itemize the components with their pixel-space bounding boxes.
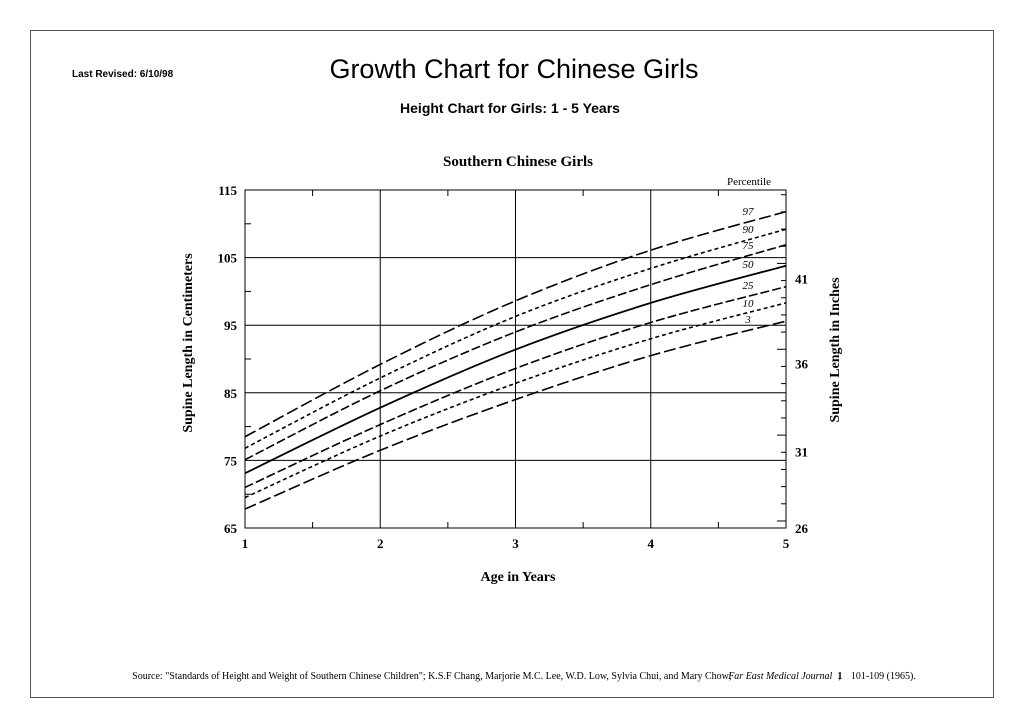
series-line-p97	[244, 210, 787, 438]
series-label-p3: 3	[744, 314, 751, 326]
x-tick-label: 4	[648, 536, 655, 551]
y-axis-label: Supine Length in Centimeters	[181, 253, 196, 433]
chart-title: Southern Chinese Girls	[443, 154, 593, 170]
source-journal: Far East Medical Journal	[728, 671, 833, 682]
x-axis-label: Age in Years	[481, 570, 556, 585]
series-label-p75: 75	[743, 240, 755, 252]
source-volume: 1	[837, 671, 843, 682]
x-tick-label: 3	[512, 536, 519, 551]
y-tick-label: 95	[224, 318, 238, 333]
source-text: Source: "Standards of Height and Weight …	[126, 671, 916, 682]
y-tick-label: 85	[224, 386, 238, 401]
last-revised: Last Revised: 6/10/98	[72, 69, 174, 80]
source-sep: ,	[838, 671, 844, 682]
x-tick-label: 2	[377, 536, 384, 551]
page-subtitle: Height Chart for Girls: 1 - 5 Years	[0, 100, 1024, 116]
y2-tick-label: 41	[795, 272, 808, 287]
y2-axis-label: Supine Length in Inches	[828, 277, 843, 423]
source-prefix: Source: "Standards of Height and Weight …	[132, 671, 735, 682]
series-label-p90: 90	[743, 224, 755, 236]
x-tick-label: 5	[783, 536, 790, 551]
page-title-text: Growth Chart for Chinese Girls	[329, 54, 699, 84]
legend-title: Percentile	[727, 176, 771, 188]
y-tick-label: 105	[218, 251, 238, 266]
series-line-p75	[244, 243, 787, 461]
x-tick-label: 1	[242, 536, 249, 551]
series-line-p3	[244, 320, 787, 510]
series-label-p25: 25	[743, 280, 755, 292]
plot-area: 1 2 3 4 5 65 75 85 95 105 115 26 31 36 41 97 90 75 50 25 10 3	[218, 183, 809, 551]
y-tick-label: 115	[218, 183, 237, 198]
series-line-p10	[244, 302, 787, 499]
y2-tick-label: 36	[795, 357, 809, 372]
series-line-p50	[244, 264, 787, 475]
series-label-p10: 10	[743, 298, 755, 310]
page-subtitle-text: Height Chart for Girls: 1 - 5 Years	[400, 100, 620, 116]
y2-tick-label: 26	[795, 521, 809, 536]
y-tick-label: 75	[224, 453, 238, 468]
y-tick-label: 65	[224, 521, 238, 536]
series-label-p50: 50	[743, 259, 755, 271]
page-frame	[30, 30, 994, 698]
series-line-p25	[244, 285, 787, 489]
source-citation: Source: "Standards of Height and Weight …	[0, 671, 1024, 682]
page-title: Growth Chart for Chinese Girls	[0, 54, 1024, 85]
y2-tick-label: 31	[795, 445, 808, 460]
source-suffix: 101-109 (1965).	[848, 671, 916, 682]
series-label-p97: 97	[743, 206, 755, 218]
